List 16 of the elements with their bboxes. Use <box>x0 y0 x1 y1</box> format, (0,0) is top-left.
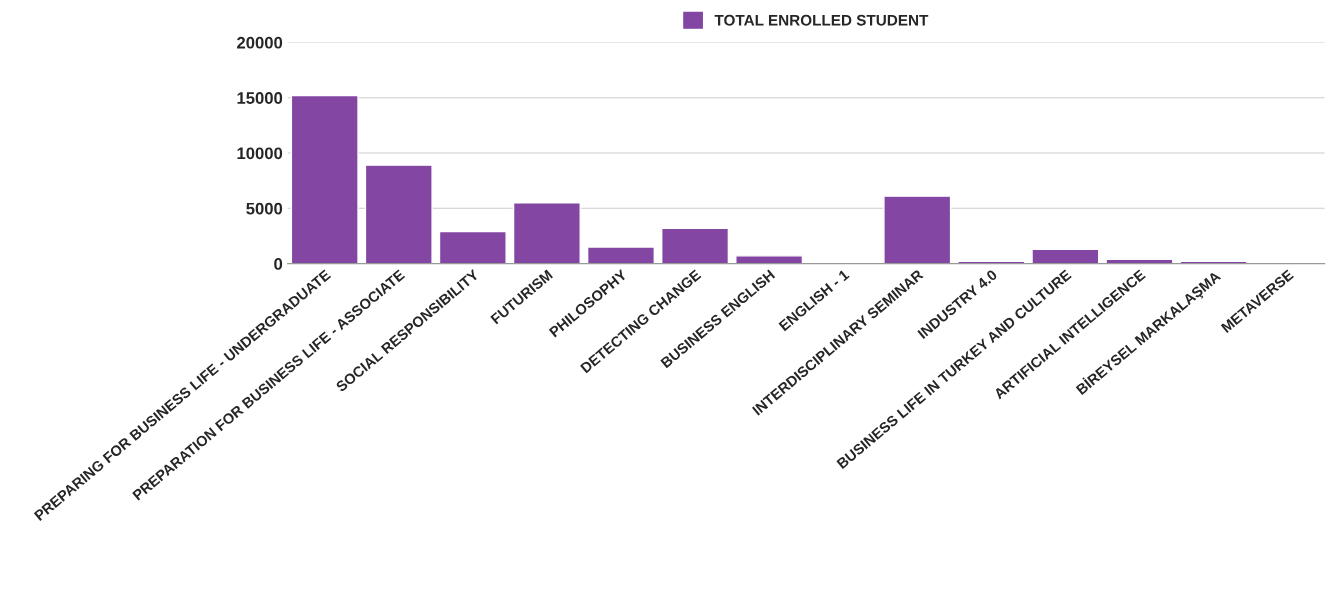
y-tick-label: 0 <box>274 258 283 270</box>
bar <box>735 255 804 264</box>
bar <box>290 94 359 264</box>
bar <box>438 230 507 264</box>
bar <box>1105 258 1174 264</box>
bar <box>586 246 656 264</box>
bar <box>512 202 581 264</box>
bar <box>364 164 433 264</box>
y-tick-label: 20000 <box>237 36 283 49</box>
bar <box>883 195 952 264</box>
legend-label: TOTAL ENROLLED STUDENT <box>714 14 929 26</box>
y-tick-label: 5000 <box>246 202 283 215</box>
bar <box>1031 248 1100 264</box>
y-tick-label: 15000 <box>237 92 283 104</box>
bar <box>661 227 730 264</box>
y-tick-label: 10000 <box>237 147 283 160</box>
